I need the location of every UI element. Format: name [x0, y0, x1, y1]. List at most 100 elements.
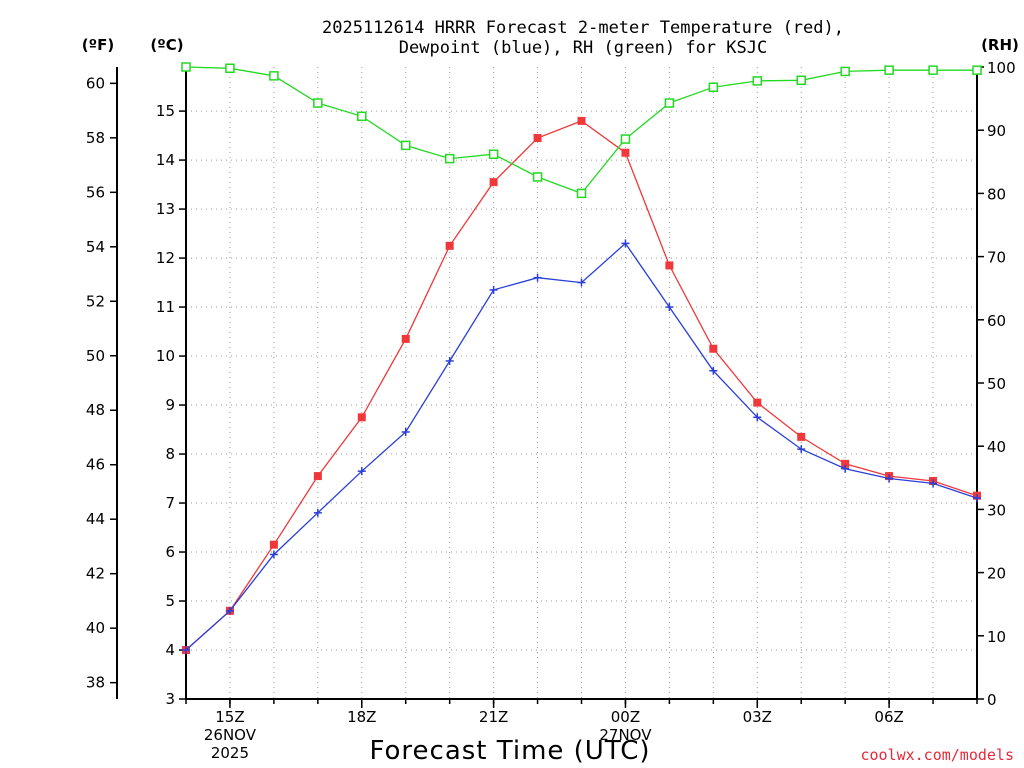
data-point	[445, 241, 454, 250]
celsius-tick-label: 5	[165, 592, 175, 610]
data-point	[489, 178, 498, 187]
chart-title-line2: Dewpoint (blue), RH (green) for KSJC	[399, 38, 767, 58]
data-point	[841, 459, 850, 468]
data-point	[357, 467, 366, 476]
series-line	[185, 242, 978, 651]
data-point	[753, 413, 762, 422]
celsius-tick-label: 11	[156, 298, 175, 316]
rh-tick-label: 60	[987, 312, 1006, 330]
fahrenheit-unit-label: (ºF)	[82, 36, 114, 54]
celsius-tick-label: 3	[165, 690, 175, 708]
rh-tick-label: 0	[987, 691, 997, 709]
fahrenheit-tick-label: 46	[86, 456, 105, 474]
data-point	[533, 273, 542, 282]
chart-title-line1: 2025112614 HRRR Forecast 2-meter Tempera…	[322, 18, 844, 38]
rh-tick-label: 40	[987, 438, 1006, 456]
x-tick-label: 15Z	[215, 708, 244, 726]
x-tick-label: 00Z	[611, 708, 640, 726]
celsius-tick-label: 14	[156, 151, 175, 169]
data-point	[885, 474, 894, 483]
x-tick-label: 27NOV	[599, 726, 652, 744]
data-point	[357, 111, 367, 122]
data-point	[357, 413, 366, 422]
data-point	[621, 148, 630, 157]
fahrenheit-tick-label: 48	[86, 401, 105, 419]
rh-tick-label: 90	[987, 122, 1006, 140]
data-point	[533, 134, 542, 143]
data-point	[269, 540, 278, 549]
rh-tick-label: 100	[987, 59, 1016, 77]
x-tick-label: 26NOV	[204, 726, 257, 744]
rh-tick-label: 50	[987, 375, 1006, 393]
rh-tick-label: 20	[987, 565, 1006, 583]
data-point	[489, 285, 498, 294]
data-point	[269, 550, 278, 559]
celsius-tick-label: 15	[156, 102, 175, 120]
celsius-tick-label: 8	[165, 445, 175, 463]
data-point	[269, 71, 279, 81]
data-point	[797, 432, 806, 441]
series	[181, 62, 982, 655]
series-dewpoint	[182, 239, 981, 655]
data-point	[532, 172, 543, 182]
data-point	[445, 356, 454, 365]
fahrenheit-tick-label: 56	[86, 183, 105, 201]
data-point	[401, 334, 410, 343]
rh-tick-label: 80	[987, 185, 1006, 203]
data-point	[928, 65, 938, 75]
celsius-tick-label: 4	[165, 641, 175, 659]
fahrenheit-tick-label: 44	[86, 510, 105, 528]
rh-unit-label: (RH)	[981, 36, 1019, 54]
celsius-tick-label: 13	[156, 200, 175, 218]
data-point	[182, 646, 190, 655]
x-tick-label: 18Z	[347, 708, 376, 726]
data-point	[797, 445, 806, 454]
axes: 3456789101112131415384042444648505254565…	[86, 59, 1016, 762]
celsius-tick-label: 9	[165, 396, 175, 414]
celsius-unit-label: (ºC)	[150, 36, 183, 54]
data-point	[796, 75, 806, 86]
data-point	[313, 472, 322, 481]
data-point	[709, 366, 718, 375]
x-axis-label: Forecast Time (UTC)	[369, 736, 650, 766]
x-tick-label: 03Z	[743, 708, 772, 726]
grid	[185, 67, 978, 700]
data-point	[488, 149, 499, 159]
data-point	[577, 278, 586, 287]
data-point	[752, 76, 763, 86]
series-relative-humidity	[181, 62, 982, 199]
data-point	[400, 140, 411, 151]
data-point	[576, 188, 587, 199]
fahrenheit-tick-label: 42	[86, 565, 105, 583]
data-point	[753, 398, 762, 407]
data-point	[313, 98, 323, 108]
fahrenheit-tick-label: 60	[86, 74, 105, 92]
celsius-tick-label: 12	[156, 249, 175, 267]
fahrenheit-tick-label: 38	[86, 674, 105, 692]
fahrenheit-tick-label: 58	[86, 129, 105, 147]
data-point	[929, 479, 938, 488]
series-line	[185, 66, 977, 195]
data-point	[664, 98, 675, 108]
data-point	[840, 66, 850, 77]
data-point	[841, 464, 850, 473]
credit-label: coolwx.com/models	[860, 746, 1014, 764]
data-point	[577, 116, 586, 125]
rh-tick-label: 10	[987, 628, 1006, 646]
rh-tick-label: 70	[987, 249, 1006, 267]
data-point	[444, 153, 455, 164]
data-point	[181, 62, 191, 72]
rh-tick-label: 30	[987, 501, 1006, 519]
fahrenheit-tick-label: 54	[86, 238, 105, 256]
data-point	[620, 134, 631, 144]
x-tick-label: 06Z	[874, 708, 903, 726]
fahrenheit-tick-label: 40	[86, 619, 105, 637]
data-point	[709, 344, 718, 353]
celsius-tick-label: 6	[165, 543, 175, 561]
data-point	[225, 63, 235, 74]
data-point	[401, 427, 410, 436]
data-point	[225, 606, 234, 615]
data-point	[621, 239, 630, 248]
data-point	[665, 261, 674, 270]
